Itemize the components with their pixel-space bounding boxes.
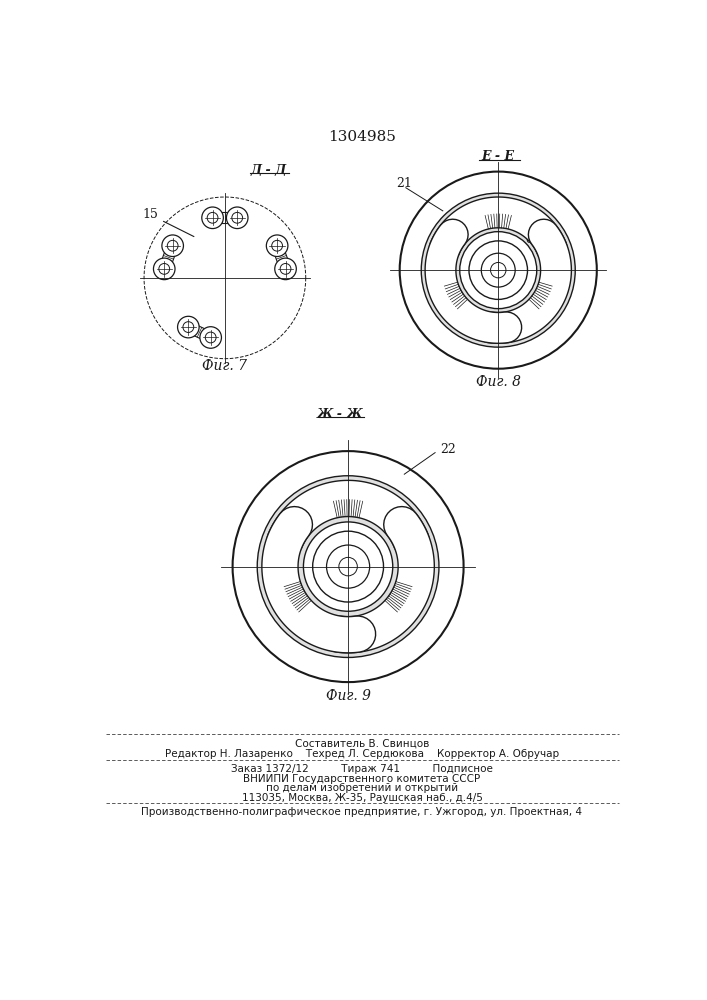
Circle shape bbox=[271, 240, 283, 251]
Text: б: б bbox=[525, 233, 533, 246]
Polygon shape bbox=[160, 245, 177, 269]
Polygon shape bbox=[214, 212, 235, 223]
Circle shape bbox=[399, 172, 597, 369]
Circle shape bbox=[257, 476, 439, 657]
Circle shape bbox=[481, 253, 515, 287]
Text: Производственно-полиграфическое предприятие, г. Ужгород, ул. Проектная, 4: Производственно-полиграфическое предприя… bbox=[141, 807, 583, 817]
Text: Е - Е: Е - Е bbox=[481, 150, 515, 163]
Text: Составитель В. Свинцов: Составитель В. Свинцов bbox=[295, 739, 429, 749]
Polygon shape bbox=[475, 219, 571, 343]
Circle shape bbox=[168, 240, 178, 251]
Circle shape bbox=[159, 263, 170, 274]
Circle shape bbox=[275, 258, 296, 280]
Circle shape bbox=[339, 557, 357, 576]
Circle shape bbox=[226, 207, 248, 229]
Text: Фиг. 8: Фиг. 8 bbox=[476, 375, 521, 389]
Circle shape bbox=[280, 263, 291, 274]
Circle shape bbox=[491, 262, 506, 278]
Circle shape bbox=[267, 235, 288, 257]
Text: Фиг. 9: Фиг. 9 bbox=[326, 689, 370, 703]
Circle shape bbox=[201, 207, 223, 229]
Circle shape bbox=[205, 332, 216, 343]
Text: Ж - Ж: Ж - Ж bbox=[317, 408, 364, 421]
Circle shape bbox=[183, 322, 194, 332]
Circle shape bbox=[207, 212, 218, 223]
Text: ВНИИПИ Государственного комитета СССР: ВНИИПИ Государственного комитета СССР bbox=[243, 774, 481, 784]
Circle shape bbox=[327, 545, 370, 588]
Circle shape bbox=[469, 241, 527, 299]
Text: 22: 22 bbox=[440, 443, 456, 456]
Text: 21: 21 bbox=[396, 177, 411, 190]
Circle shape bbox=[153, 258, 175, 280]
Text: 15: 15 bbox=[142, 208, 158, 221]
Circle shape bbox=[177, 316, 199, 338]
Polygon shape bbox=[320, 507, 434, 653]
Text: по делам изобретений и открытий: по делам изобретений и открытий bbox=[266, 783, 458, 793]
Text: Д - Д: Д - Д bbox=[251, 164, 287, 177]
Circle shape bbox=[312, 531, 383, 602]
Text: Редактор Н. Лазаренко    Техред Л. Сердюкова    Корректор А. Обручар: Редактор Н. Лазаренко Техред Л. Сердюков… bbox=[165, 749, 559, 759]
Circle shape bbox=[232, 212, 243, 223]
Circle shape bbox=[200, 327, 221, 348]
Text: 113035, Москва, Ж-35, Раушская наб., д.4/5: 113035, Москва, Ж-35, Раушская наб., д.4… bbox=[242, 793, 482, 803]
Text: Фиг. 7: Фиг. 7 bbox=[202, 359, 247, 373]
Polygon shape bbox=[425, 219, 522, 343]
Polygon shape bbox=[273, 245, 290, 269]
Circle shape bbox=[162, 235, 183, 257]
Circle shape bbox=[460, 232, 537, 309]
Polygon shape bbox=[429, 197, 567, 264]
Text: 1304985: 1304985 bbox=[328, 130, 396, 144]
Polygon shape bbox=[187, 323, 211, 342]
Polygon shape bbox=[262, 507, 375, 653]
Circle shape bbox=[303, 522, 393, 611]
Circle shape bbox=[233, 451, 464, 682]
Circle shape bbox=[421, 193, 575, 347]
Polygon shape bbox=[267, 480, 429, 559]
Text: Заказ 1372/12          Тираж 741          Подписное: Заказ 1372/12 Тираж 741 Подписное bbox=[231, 764, 493, 774]
